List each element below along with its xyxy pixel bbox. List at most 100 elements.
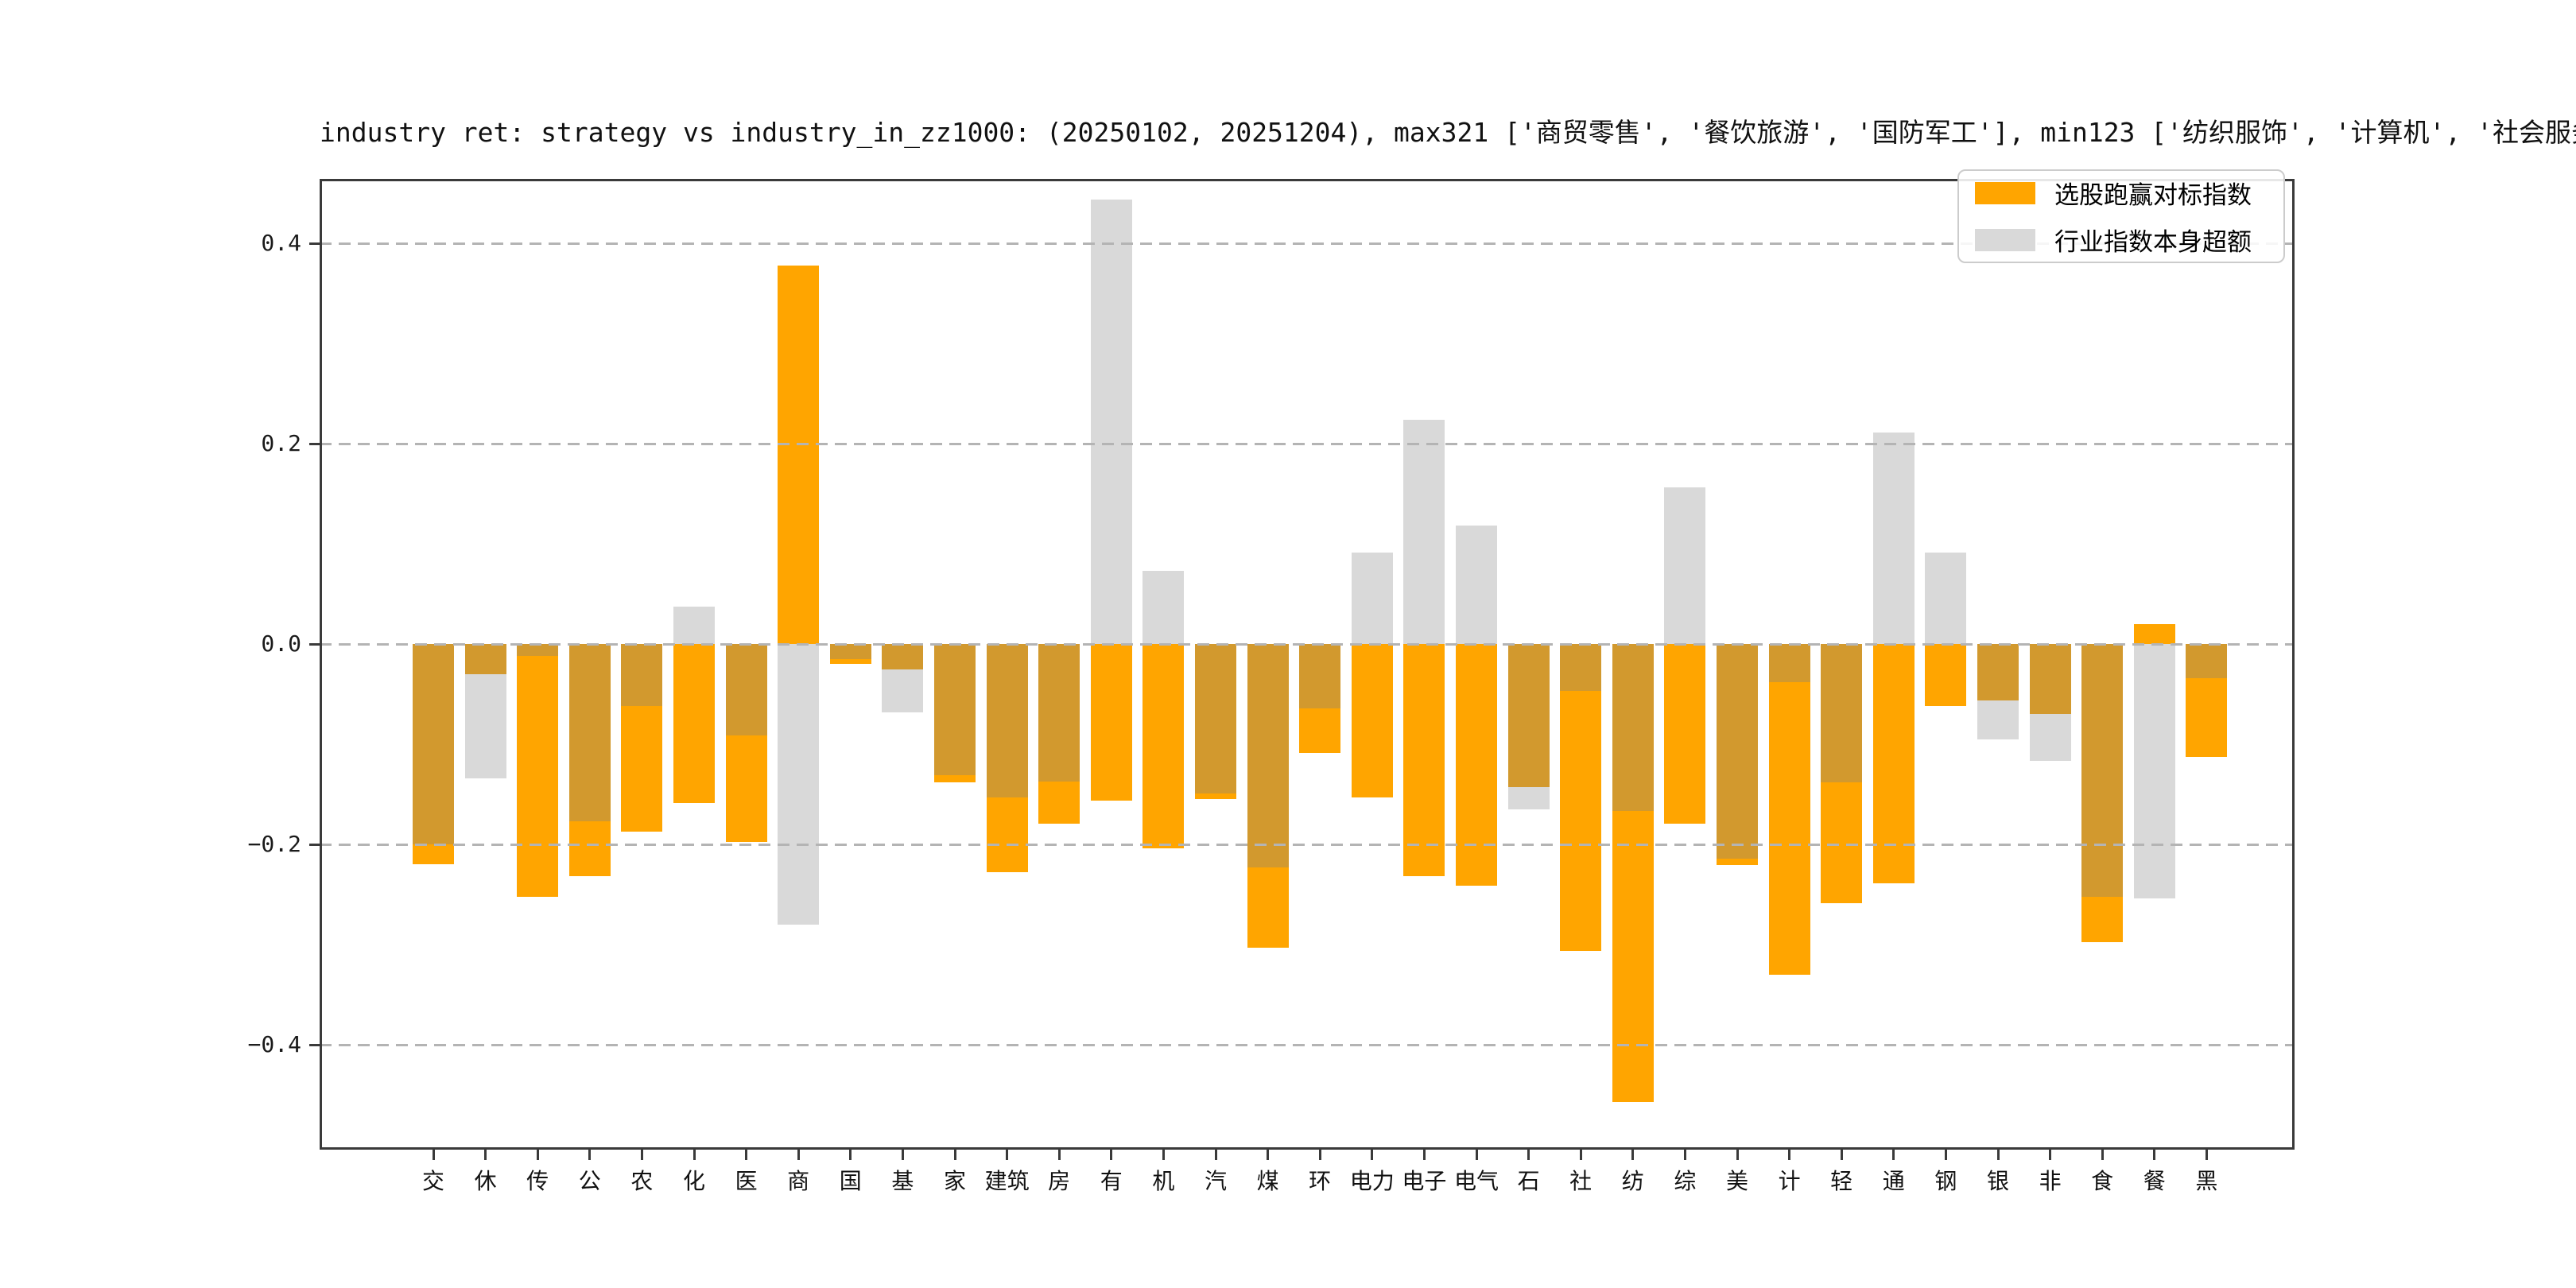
bar-overlap-黑 <box>2186 644 2228 678</box>
bar-overlap-交 <box>413 644 454 844</box>
ytick-mark <box>309 442 320 445</box>
gridline-−0.2 <box>320 843 2295 846</box>
xtick-label-有: 有 <box>1100 1168 1123 1194</box>
xtick-label-社: 社 <box>1569 1168 1593 1194</box>
bar-overlap-房 <box>1038 644 1080 782</box>
bar-strategy-电气 <box>1456 644 1497 886</box>
xtick-mark <box>640 1150 643 1160</box>
xtick-mark <box>745 1150 748 1160</box>
xtick-label-钢: 钢 <box>1934 1168 1957 1194</box>
xtick-label-非: 非 <box>2039 1168 2062 1194</box>
bar-rest-环 <box>1299 708 1341 754</box>
xtick-label-石: 石 <box>1517 1168 1540 1194</box>
xtick-mark <box>1162 1150 1165 1160</box>
xtick-mark <box>432 1150 435 1160</box>
bar-overlap-建筑 <box>986 644 1028 797</box>
legend-swatch-strategy <box>1975 181 2035 204</box>
bar-rest-轻 <box>1821 782 1863 904</box>
plot-area <box>320 179 2295 1150</box>
xtick-mark <box>1422 1150 1426 1160</box>
chart-title: industry ret: strategy vs industry_in_zz… <box>320 117 2576 148</box>
bar-strategy-化 <box>673 644 715 804</box>
xtick-label-休: 休 <box>474 1168 497 1194</box>
bar-rest-银 <box>1977 700 2019 739</box>
bar-rest-房 <box>1038 781 1080 824</box>
xtick-mark <box>1631 1150 1635 1160</box>
bar-strategy-有 <box>1090 644 1132 801</box>
bar-industry-有 <box>1090 199 1132 644</box>
xtick-label-基: 基 <box>891 1168 914 1194</box>
bar-overlap-煤 <box>1247 644 1289 867</box>
bar-overlap-传 <box>517 644 559 657</box>
gridline-0.4 <box>320 242 2295 245</box>
bar-strategy-通 <box>1872 644 1915 884</box>
bar-rest-黑 <box>2186 677 2228 758</box>
xtick-label-食: 食 <box>2091 1168 2114 1194</box>
ytick-mark <box>309 1043 320 1046</box>
xtick-label-计: 计 <box>1778 1168 1801 1194</box>
bar-rest-美 <box>1717 858 1758 866</box>
xtick-label-黑: 黑 <box>2195 1168 2218 1194</box>
bar-overlap-农 <box>621 644 663 707</box>
legend-swatch-industry <box>1975 228 2035 251</box>
gridline-0.0 <box>320 642 2295 646</box>
bar-strategy-商 <box>778 265 820 644</box>
bar-industry-电子 <box>1403 419 1445 644</box>
bar-industry-电气 <box>1456 526 1497 644</box>
xtick-mark <box>1527 1150 1530 1160</box>
bar-overlap-基 <box>882 644 924 669</box>
ytick-label: 0.0 <box>261 630 301 657</box>
xtick-label-电气: 电气 <box>1453 1168 1499 1194</box>
bar-overlap-国 <box>829 644 871 659</box>
xtick-label-汽: 汽 <box>1204 1168 1227 1194</box>
bar-strategy-综 <box>1664 644 1706 824</box>
gridline-0.2 <box>320 442 2295 445</box>
bar-overlap-石 <box>1507 644 1550 788</box>
bar-overlap-公 <box>568 644 611 822</box>
xtick-mark <box>536 1150 539 1160</box>
bar-overlap-食 <box>2081 644 2124 897</box>
xtick-label-电力: 电力 <box>1349 1168 1395 1194</box>
bar-rest-农 <box>621 706 663 832</box>
xtick-label-化: 化 <box>682 1168 705 1194</box>
xtick-mark <box>1214 1150 1217 1160</box>
bar-overlap-休 <box>464 644 506 674</box>
bar-overlap-非 <box>2029 644 2071 715</box>
bar-rest-基 <box>882 669 924 712</box>
xtick-mark <box>1057 1150 1061 1160</box>
xtick-mark <box>1110 1150 1113 1160</box>
bar-rest-医 <box>725 735 767 843</box>
xtick-label-纺: 纺 <box>1621 1168 1644 1194</box>
xtick-mark <box>1579 1150 1582 1160</box>
legend-row-strategy: 选股跑赢对标指数 <box>1975 175 2268 211</box>
bar-overlap-汽 <box>1195 644 1236 793</box>
bar-industry-机 <box>1143 571 1185 644</box>
xtick-label-医: 医 <box>735 1168 758 1194</box>
xtick-label-银: 银 <box>1986 1168 2009 1194</box>
xtick-label-综: 综 <box>1674 1168 1697 1194</box>
bar-industry-餐 <box>2133 644 2175 899</box>
bar-rest-休 <box>464 673 506 778</box>
bar-industry-电力 <box>1351 553 1393 644</box>
xtick-label-国: 国 <box>839 1168 862 1194</box>
legend: 选股跑赢对标指数 行业指数本身超额 <box>1957 169 2285 263</box>
bar-industry-化 <box>673 607 715 644</box>
xtick-mark <box>1840 1150 1843 1160</box>
bar-overlap-计 <box>1768 644 1810 682</box>
xtick-mark <box>1267 1150 1270 1160</box>
bar-rest-计 <box>1768 681 1810 975</box>
ytick-label: 0.2 <box>261 430 301 456</box>
legend-row-industry: 行业指数本身超额 <box>1975 222 2268 258</box>
bar-rest-汽 <box>1195 793 1236 800</box>
xtick-mark <box>849 1150 852 1160</box>
xtick-label-家: 家 <box>943 1168 966 1194</box>
ytick-mark <box>309 642 320 646</box>
legend-label-industry: 行业指数本身超额 <box>2054 228 2252 257</box>
xtick-label-机: 机 <box>1152 1168 1175 1194</box>
xtick-mark <box>1736 1150 1739 1160</box>
bar-industry-通 <box>1872 433 1915 644</box>
bar-rest-食 <box>2081 896 2124 943</box>
xtick-label-餐: 餐 <box>2143 1168 2166 1194</box>
xtick-mark <box>2205 1150 2208 1160</box>
